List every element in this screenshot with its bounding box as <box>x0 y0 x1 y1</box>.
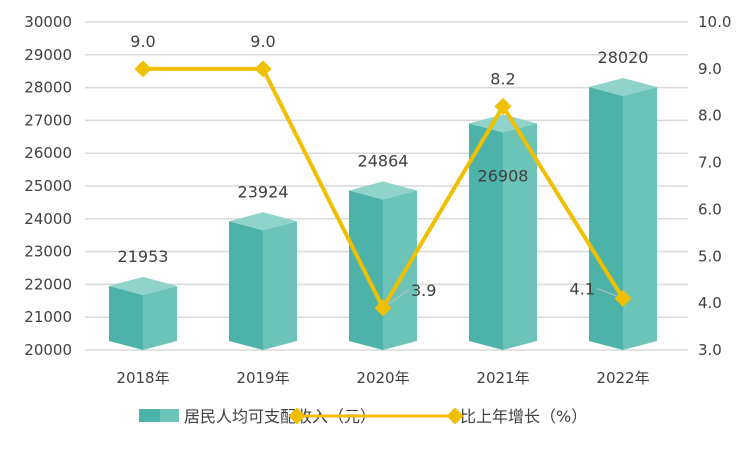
x-tick-label: 2019年 <box>236 369 289 387</box>
line-data-label: 9.0 <box>250 32 275 51</box>
x-axis: 2018年 2019年 2020年 2021年 2022年 <box>116 369 649 387</box>
bar-top-face <box>469 114 537 133</box>
bar <box>229 212 297 350</box>
left-axis: 20000 21000 22000 23000 24000 25000 26000 27000… <box>24 13 72 359</box>
legend-bar-label: 居民人均可支配收入（元） <box>184 407 376 426</box>
line-data-label: 8.2 <box>490 69 515 88</box>
bar-data-label: 24864 <box>358 151 409 170</box>
left-tick-label: 29000 <box>24 46 72 64</box>
line-marker <box>374 299 392 317</box>
line-data-label: 4.1 <box>570 279 595 298</box>
legend-bar-swatch-side <box>160 409 179 422</box>
bar <box>589 77 657 350</box>
right-tick-label: 7.0 <box>698 154 722 172</box>
right-tick-label: 10.0 <box>698 13 731 31</box>
bar-top-face <box>589 77 657 96</box>
x-tick-label: 2021年 <box>476 369 529 387</box>
line-marker <box>134 60 152 78</box>
left-tick-label: 21000 <box>24 308 72 326</box>
right-tick-label: 9.0 <box>698 60 722 78</box>
bar-top-face <box>349 181 417 200</box>
line-series: 9.0 9.0 3.9 8.2 4.1 <box>130 32 632 317</box>
x-tick-label: 2018年 <box>116 369 169 387</box>
right-tick-label: 3.0 <box>698 341 722 359</box>
bar-side-face <box>623 86 657 350</box>
bar-front-face <box>229 221 263 350</box>
legend-line-label: 比上年增长（%） <box>460 407 587 426</box>
left-tick-label: 27000 <box>24 111 72 129</box>
bar-side-face <box>143 285 177 350</box>
line-marker <box>494 97 512 115</box>
bar-data-label: 26908 <box>478 166 529 185</box>
bar-front-face <box>469 123 503 350</box>
line-marker <box>614 289 632 307</box>
x-tick-label: 2020年 <box>356 369 409 387</box>
bar-side-face <box>383 190 417 350</box>
bar-top-face <box>229 212 297 231</box>
bar-side-face <box>263 221 297 350</box>
bar-front-face <box>109 285 143 350</box>
legend-line-marker <box>446 407 464 425</box>
left-tick-label: 28000 <box>24 79 72 97</box>
bar-top-face <box>109 276 177 295</box>
bar-data-label: 23924 <box>238 182 289 201</box>
left-tick-label: 23000 <box>24 243 72 261</box>
legend-line-marker <box>288 407 306 425</box>
legend-bar-swatch-front <box>139 409 160 422</box>
left-tick-label: 24000 <box>24 210 72 228</box>
bar-front-face <box>589 86 623 350</box>
x-tick-label: 2022年 <box>596 369 649 387</box>
right-tick-label: 4.0 <box>698 294 722 312</box>
right-tick-label: 5.0 <box>698 247 722 265</box>
right-tick-label: 8.0 <box>698 107 722 125</box>
bar-data-label: 28020 <box>598 48 649 67</box>
left-tick-label: 26000 <box>24 144 72 162</box>
left-tick-label: 25000 <box>24 177 72 195</box>
legend: 居民人均可支配收入（元） 比上年增长（%） <box>139 407 587 426</box>
right-axis: 3.0 4.0 5.0 6.0 7.0 8.0 9.0 10.0 <box>698 13 731 359</box>
line-marker <box>254 60 272 78</box>
bar-data-label: 21953 <box>118 247 169 266</box>
line-data-label: 3.9 <box>411 281 436 300</box>
bar <box>469 114 537 350</box>
bar-side-face <box>503 123 537 350</box>
right-tick-label: 6.0 <box>698 200 722 218</box>
left-tick-label: 22000 <box>24 275 72 293</box>
line-data-label: 9.0 <box>130 32 155 51</box>
bar <box>109 276 177 350</box>
left-tick-label: 20000 <box>24 341 72 359</box>
left-tick-label: 30000 <box>24 13 72 31</box>
